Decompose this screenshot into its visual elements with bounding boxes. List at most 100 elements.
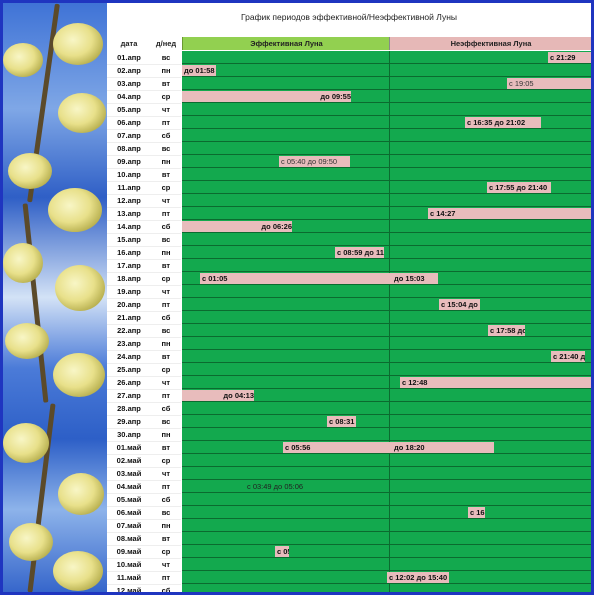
row-day-of-week: пт (151, 480, 181, 494)
row-date: 19.апр (107, 285, 151, 299)
row-day-of-week: пн (151, 155, 181, 169)
table-row: 11.май пт с 12:02 до 15:40 (107, 571, 591, 585)
row-day-of-week: сб (151, 584, 181, 592)
row-date: 06.май (107, 506, 151, 520)
row-date: 17.апр (107, 259, 151, 273)
catkin (55, 265, 105, 311)
catkin (53, 23, 103, 65)
table-row: 17.апр вт (107, 259, 591, 273)
column-divider (389, 545, 390, 558)
timeline-cell: с 19:05 (182, 77, 591, 90)
column-divider (389, 493, 390, 506)
ineffective-period-bar: с 17:58 до 20:09 (488, 325, 525, 336)
timeline-cell: с 16:48 до 17:49 (182, 506, 591, 519)
row-day-of-week: чт (151, 376, 181, 390)
column-divider (389, 506, 390, 519)
table-row: 10.май чт (107, 558, 591, 572)
timeline-cell (182, 285, 591, 298)
period-label: с 03:49 до 05:06 (247, 482, 304, 491)
row-day-of-week: ср (151, 545, 181, 559)
row-date: 30.апр (107, 428, 151, 442)
ineffective-period-bar: с 12:02 до 15:40 (387, 572, 449, 583)
row-date: 20.апр (107, 298, 151, 312)
timeline-cell (182, 194, 591, 207)
column-divider (389, 454, 390, 467)
catkin (8, 153, 52, 189)
column-divider (389, 220, 390, 233)
ineffective-period-bar: с 05:28 до 06:11 (275, 546, 289, 557)
column-divider (389, 311, 390, 324)
table-row: 26.апр чт с 12:48 (107, 376, 591, 390)
column-divider (389, 415, 390, 428)
row-day-of-week: вт (151, 532, 181, 546)
timeline-cell: до 01:58 (182, 64, 591, 77)
row-date: 01.апр (107, 51, 151, 65)
table-row: 12.апр чт (107, 194, 591, 208)
willow-catkins-photo (3, 3, 107, 592)
row-date: 03.май (107, 467, 151, 481)
row-date: 12.апр (107, 194, 151, 208)
row-date: 11.апр (107, 181, 151, 195)
table-row: 09.апр пн с 05:40 до 09:50 (107, 155, 591, 169)
table-row: 30.апр пн (107, 428, 591, 442)
column-divider (389, 168, 390, 181)
timeline-cell (182, 558, 591, 571)
table-row: 14.апр сб до 06:26 (107, 220, 591, 234)
period-label-end: до 18:20 (394, 443, 425, 452)
period-label: с 08:59 до 11:51 (337, 248, 384, 257)
period-label-end: до 15:03 (394, 274, 425, 283)
period-label: с 19:05 (509, 79, 534, 88)
timeline-cell: с 21:40 до 23:40 (182, 350, 591, 363)
row-day-of-week: пн (151, 519, 181, 533)
column-divider (389, 519, 390, 532)
ineffective-period-bar: до 01:58 (182, 65, 216, 76)
timeline-cell (182, 142, 591, 155)
row-day-of-week: сб (151, 311, 181, 325)
column-divider (389, 90, 390, 103)
period-label: с 05:28 до 06:11 (277, 547, 289, 556)
row-date: 21.апр (107, 311, 151, 325)
table-row: 01.май вт с 05:56 до 18:20 (107, 441, 591, 455)
catkin (48, 188, 102, 232)
timeline-cell: с 17:58 до 20:09 (182, 324, 591, 337)
period-label: с 14:27 (430, 209, 456, 218)
column-divider (389, 350, 390, 363)
table-row: 05.апр чт (107, 103, 591, 117)
row-day-of-week: вс (151, 51, 181, 65)
ineffective-period-bar: с 08:59 до 11:51 (335, 247, 384, 258)
ineffective-period-bar: до 06:26 (182, 221, 292, 232)
row-day-of-week: сб (151, 220, 181, 234)
row-date: 13.апр (107, 207, 151, 221)
row-day-of-week: ср (151, 90, 181, 104)
row-day-of-week: пн (151, 428, 181, 442)
row-date: 02.апр (107, 64, 151, 78)
row-date: 23.апр (107, 337, 151, 351)
row-date: 08.май (107, 532, 151, 546)
row-day-of-week: ср (151, 363, 181, 377)
timeline-cell (182, 584, 591, 592)
timeline-cell: с 16:35 до 21:02 (182, 116, 591, 129)
row-day-of-week: пн (151, 64, 181, 78)
row-date: 11.май (107, 571, 151, 585)
row-date: 14.апр (107, 220, 151, 234)
period-label: до 09:55 (320, 92, 351, 101)
ineffective-period-bar: до 04:13 (182, 390, 254, 401)
row-date: 25.апр (107, 363, 151, 377)
catkin (9, 523, 53, 561)
ineffective-period-bar: с 05:56 до 18:20 (283, 442, 494, 453)
header-ineffective-moon: Неэффективная Луна (389, 37, 591, 50)
catkin (58, 473, 104, 515)
timeline-cell: с 05:40 до 09:50 (182, 155, 591, 168)
table-row: 19.апр чт (107, 285, 591, 299)
row-day-of-week: вт (151, 441, 181, 455)
row-day-of-week: чт (151, 194, 181, 208)
period-label: с 12:48 (402, 378, 428, 387)
row-day-of-week: вс (151, 324, 181, 338)
timeline-cell: до 06:26 (182, 220, 591, 233)
timeline-cell (182, 454, 591, 467)
row-day-of-week: пт (151, 207, 181, 221)
table-row: 11.апр ср с 17:55 до 21:40 (107, 181, 591, 195)
